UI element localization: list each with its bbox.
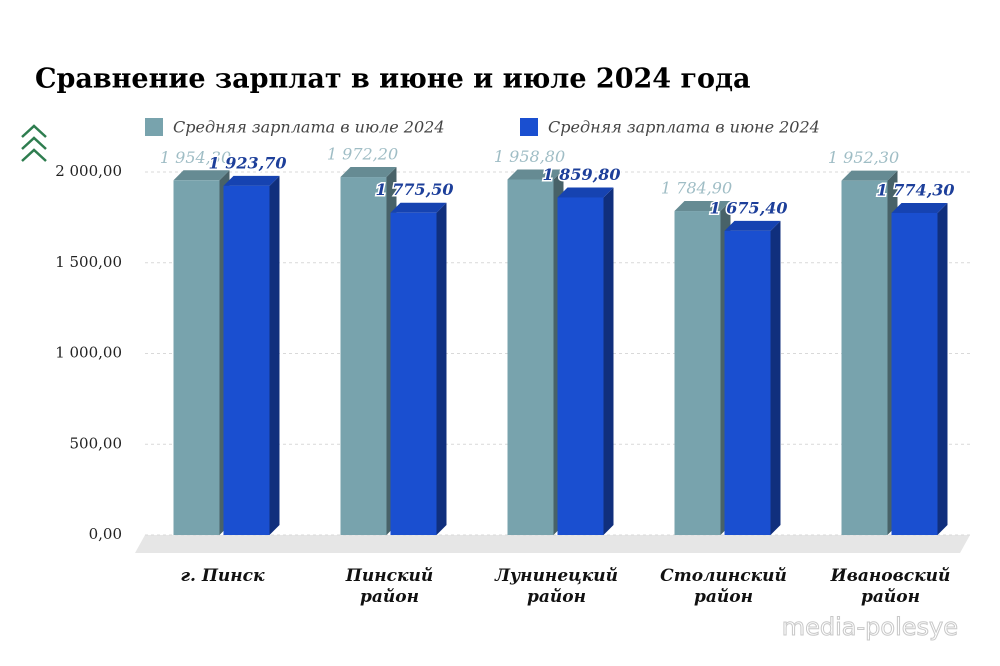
legend-swatch xyxy=(520,118,538,136)
bar-side xyxy=(770,220,781,535)
bar-top xyxy=(390,202,447,213)
bar xyxy=(390,212,437,535)
value-label: 1 972,20 xyxy=(327,145,398,164)
bar xyxy=(724,230,771,535)
value-label: 1 954,30 xyxy=(160,148,231,167)
bar xyxy=(507,179,554,536)
bar xyxy=(674,211,721,535)
x-tick-label: г. Пинск xyxy=(180,566,265,586)
legend-label: Средняя зарплата в июне 2024 xyxy=(548,118,820,137)
y-tick-label: 2 000,00 xyxy=(55,162,122,180)
value-label: 1 952,30 xyxy=(828,148,899,167)
bar-side xyxy=(436,202,447,535)
bar xyxy=(557,197,604,536)
value-label: 1 774,30 xyxy=(877,180,955,199)
bar-top xyxy=(557,187,614,198)
legend-swatch xyxy=(145,118,163,136)
value-label: 1 923,70 xyxy=(209,153,287,172)
x-tick-label: Лунинецкий район xyxy=(494,566,619,607)
value-label: 1 675,40 xyxy=(710,198,788,217)
bar-top xyxy=(507,169,564,180)
bar-top xyxy=(223,175,280,186)
bar-top xyxy=(841,170,898,181)
bar-side xyxy=(603,187,614,536)
x-tick-label: Ивановский район xyxy=(830,566,951,607)
bar xyxy=(841,180,888,536)
y-tick-label: 1 500,00 xyxy=(55,253,122,271)
bar xyxy=(173,180,220,535)
value-label: 1 958,80 xyxy=(494,147,565,166)
value-label: 1 784,90 xyxy=(661,179,732,198)
bar xyxy=(891,212,938,536)
value-label: 1 775,50 xyxy=(376,180,454,199)
y-tick-label: 1 000,00 xyxy=(55,344,122,362)
bar-top xyxy=(891,202,948,213)
x-tick-label: Пинский район xyxy=(345,566,434,607)
chart-title: Сравнение зарплат в июне и июле 2024 год… xyxy=(35,64,751,95)
bar-top xyxy=(724,220,781,231)
arrow-icon xyxy=(21,124,47,162)
y-tick-label: 500,00 xyxy=(70,434,123,452)
bar xyxy=(223,185,270,535)
bar-side xyxy=(937,202,948,536)
floor xyxy=(135,535,970,553)
bar-side xyxy=(269,175,280,535)
legend-label: Средняя зарплата в июле 2024 xyxy=(173,118,445,137)
watermark: media-polesye xyxy=(782,613,958,641)
x-tick-label: Столинский район xyxy=(660,566,787,607)
y-tick-label: 0,00 xyxy=(89,525,122,543)
bar xyxy=(340,177,387,535)
bar-top xyxy=(674,201,731,212)
bar-top xyxy=(340,167,397,178)
bar-top xyxy=(173,170,230,181)
value-label: 1 859,80 xyxy=(543,165,621,184)
